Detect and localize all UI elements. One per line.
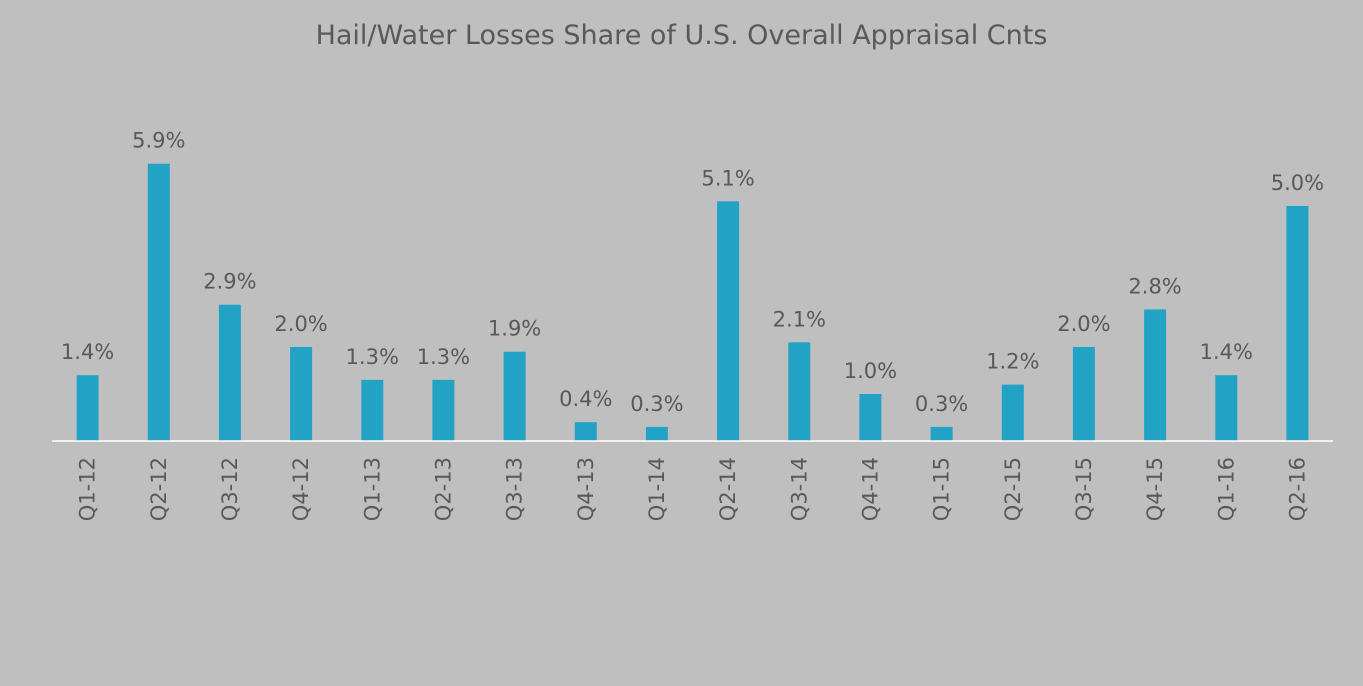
data-label-q3-12: 2.9% <box>203 270 256 294</box>
data-labels-group: 1.4% 5.9% 2.9% 2.0% 1.3% 1.3% 1.9% 0.4% 0.3% 5.1%… <box>61 129 1324 416</box>
tick-label-q4-14: Q4-14 <box>858 457 882 521</box>
bar-q4-13 <box>574 422 597 441</box>
data-label-q2-15: 1.2% <box>986 350 1039 374</box>
bar-q1-14 <box>645 426 668 441</box>
tick-label-q2-15: Q2-15 <box>1001 457 1025 521</box>
data-label-q1-15: 0.3% <box>915 392 968 416</box>
tick-label-q2-12: Q2-12 <box>147 457 171 521</box>
data-label-q4-13: 0.4% <box>559 387 612 411</box>
data-label-q2-12: 5.9% <box>132 129 185 153</box>
bar-q1-12 <box>76 375 99 441</box>
tick-label-q2-13: Q2-13 <box>431 457 455 521</box>
tick-label-q1-13: Q1-13 <box>360 457 384 521</box>
tick-label-q2-14: Q2-14 <box>716 457 740 521</box>
bar-q2-13 <box>432 379 455 441</box>
tick-label-q3-14: Q3-14 <box>787 457 811 521</box>
bar-q2-14 <box>717 201 740 441</box>
bar-q1-13 <box>361 379 384 441</box>
bar-q4-15 <box>1144 309 1167 441</box>
tick-label-q4-12: Q4-12 <box>289 457 313 521</box>
bar-q2-15 <box>1001 384 1024 441</box>
bar-q3-12 <box>218 304 241 441</box>
tick-label-q3-12: Q3-12 <box>218 457 242 521</box>
bar-q2-12 <box>147 163 170 441</box>
tick-label-q4-15: Q4-15 <box>1143 457 1167 521</box>
data-label-q4-14: 1.0% <box>844 359 897 383</box>
tick-label-q3-15: Q3-15 <box>1072 457 1096 521</box>
bar-q3-15 <box>1072 347 1095 441</box>
data-label-q2-14: 5.1% <box>701 166 754 190</box>
bar-q4-14 <box>859 394 882 441</box>
bar-q2-16 <box>1286 206 1309 441</box>
data-label-q2-16: 5.0% <box>1271 171 1324 195</box>
tick-label-q2-16: Q2-16 <box>1285 457 1309 521</box>
data-label-q3-14: 2.1% <box>773 307 826 331</box>
data-label-q1-13: 1.3% <box>346 345 399 369</box>
tick-label-q1-16: Q1-16 <box>1214 457 1238 521</box>
data-label-q4-12: 2.0% <box>274 312 327 336</box>
bar-q3-14 <box>788 342 811 441</box>
bars-group <box>76 163 1309 441</box>
tick-label-q4-13: Q4-13 <box>574 457 598 521</box>
tick-label-q1-12: Q1-12 <box>76 457 100 521</box>
data-label-q1-16: 1.4% <box>1200 340 1253 364</box>
data-label-q4-15: 2.8% <box>1128 274 1181 298</box>
data-label-q3-13: 1.9% <box>488 317 541 341</box>
chart-title: Hail/Water Losses Share of U.S. Overall … <box>316 20 1048 51</box>
bar-q1-16 <box>1215 375 1238 441</box>
bar-q1-15 <box>930 426 953 441</box>
tick-label-q3-13: Q3-13 <box>503 457 527 521</box>
data-label-q1-14: 0.3% <box>630 392 683 416</box>
data-label-q1-12: 1.4% <box>61 340 114 364</box>
x-tick-labels-group: Q1-12 Q2-12 Q3-12 Q4-12 Q1-13 Q2-13 Q3-13 Q4-13… <box>76 457 1310 521</box>
tick-label-q1-14: Q1-14 <box>645 457 669 521</box>
data-label-q2-13: 1.3% <box>417 345 470 369</box>
data-label-q3-15: 2.0% <box>1057 312 1110 336</box>
tick-label-q1-15: Q1-15 <box>930 457 954 521</box>
bar-q4-12 <box>290 347 313 441</box>
bar-q3-13 <box>503 351 526 441</box>
